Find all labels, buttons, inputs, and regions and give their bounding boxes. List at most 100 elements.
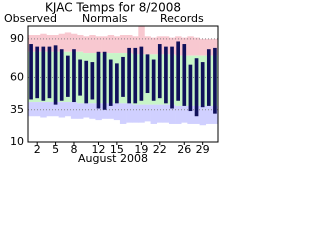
record-high-band [205,38,213,56]
record-low-band [70,102,78,119]
observed-bar [115,63,119,104]
x-tick-label: 19 [134,143,148,156]
x-tick-label: 29 [196,143,210,156]
record-high-band [132,36,139,55]
record-high-band [52,35,59,52]
observed-bar [47,46,52,99]
observed-bar [188,64,193,112]
record-low-band [132,104,139,123]
observed-bar [84,60,89,104]
observed-bar [121,56,125,97]
record-high-band [77,35,84,52]
x-axis-label: August 2008 [78,152,148,165]
record-high-band [58,33,66,52]
record-low-band [181,105,188,123]
record-low-band [119,103,127,124]
observed-bar [213,47,217,114]
record-low-band [211,105,219,124]
record-high-band [83,36,90,54]
record-low-band [156,104,164,123]
record-high-band [70,33,78,52]
record-low-band [113,103,121,121]
observed-bar [176,41,180,101]
observed-bar [78,59,82,96]
record-high-band [40,33,47,52]
record-low-band [144,104,151,122]
observed-bar [127,47,131,104]
record-low-band [168,104,176,124]
record-low-band [205,105,213,124]
observed-bar [102,51,107,110]
x-tick-label: 5 [52,143,59,156]
record-low-band [83,103,90,118]
observed-bar [108,59,113,106]
x-tick-label: 2 [34,143,41,156]
observed-bar [164,46,168,104]
record-high-band [101,36,108,54]
record-high-band [95,36,102,54]
observed-bar [72,49,76,103]
record-low-band [46,102,53,117]
record-low-band [150,104,158,124]
observed-bar [194,58,199,117]
record-low-band [162,104,170,123]
record-high-band [162,36,170,55]
x-tick-label: 15 [110,143,124,156]
record-low-band [34,102,41,117]
record-low-band [138,104,145,123]
record-low-band [175,105,182,124]
record-high-band [187,36,194,56]
legend-entry: Records [160,12,204,25]
record-low-band [52,102,59,117]
observed-bar [182,44,187,106]
legend-entry: Observed [4,12,57,25]
record-low-band [199,105,207,126]
record-high-band [126,35,133,54]
record-high-band [150,37,158,55]
y-tick-label: 90 [10,32,24,45]
observed-bar [145,54,150,94]
observed-bar [157,44,162,99]
record-high-band [138,26,145,55]
x-tick-label: 22 [153,143,167,156]
record-low-band [187,105,194,124]
record-high-band [113,36,121,54]
observed-bar [59,49,64,101]
observed-bar [139,46,144,101]
record-low-band [107,103,115,119]
observed-bar [133,47,138,104]
record-high-band [193,37,200,56]
record-low-band [101,103,108,119]
y-tick-label: 35 [10,103,24,116]
x-tick-label: 8 [70,143,77,156]
record-low-band [28,102,35,117]
record-high-band [168,37,176,55]
record-low-band [64,102,72,117]
legend-entry: Normals [82,12,128,25]
observed-bar [151,59,156,101]
observed-bar [96,51,101,109]
observed-bar [200,62,205,108]
observed-bar [90,62,95,100]
observed-bar [41,46,46,101]
observed-bar [66,55,70,97]
record-low-band [89,103,96,119]
observed-bar [170,46,174,109]
record-low-band [95,103,102,121]
observed-bar [206,49,211,106]
record-low-band [126,103,133,123]
record-high-band [144,36,151,55]
y-tick-label: 60 [10,71,24,84]
chart: KJAC Temps for 8/2008 August 2008 10 35 60… [0,0,226,166]
record-low-band [77,103,84,119]
record-high-band [211,38,219,56]
record-high-band [34,35,41,52]
record-high-band [107,35,115,54]
record-high-band [199,38,207,56]
observed-bar [35,46,40,99]
x-tick-label: 12 [91,143,105,156]
chart-title: KJAC Temps for 8/2008 [45,1,181,15]
record-high-band [46,35,53,52]
record-high-band [89,35,96,54]
x-tick-label: 26 [177,143,191,156]
